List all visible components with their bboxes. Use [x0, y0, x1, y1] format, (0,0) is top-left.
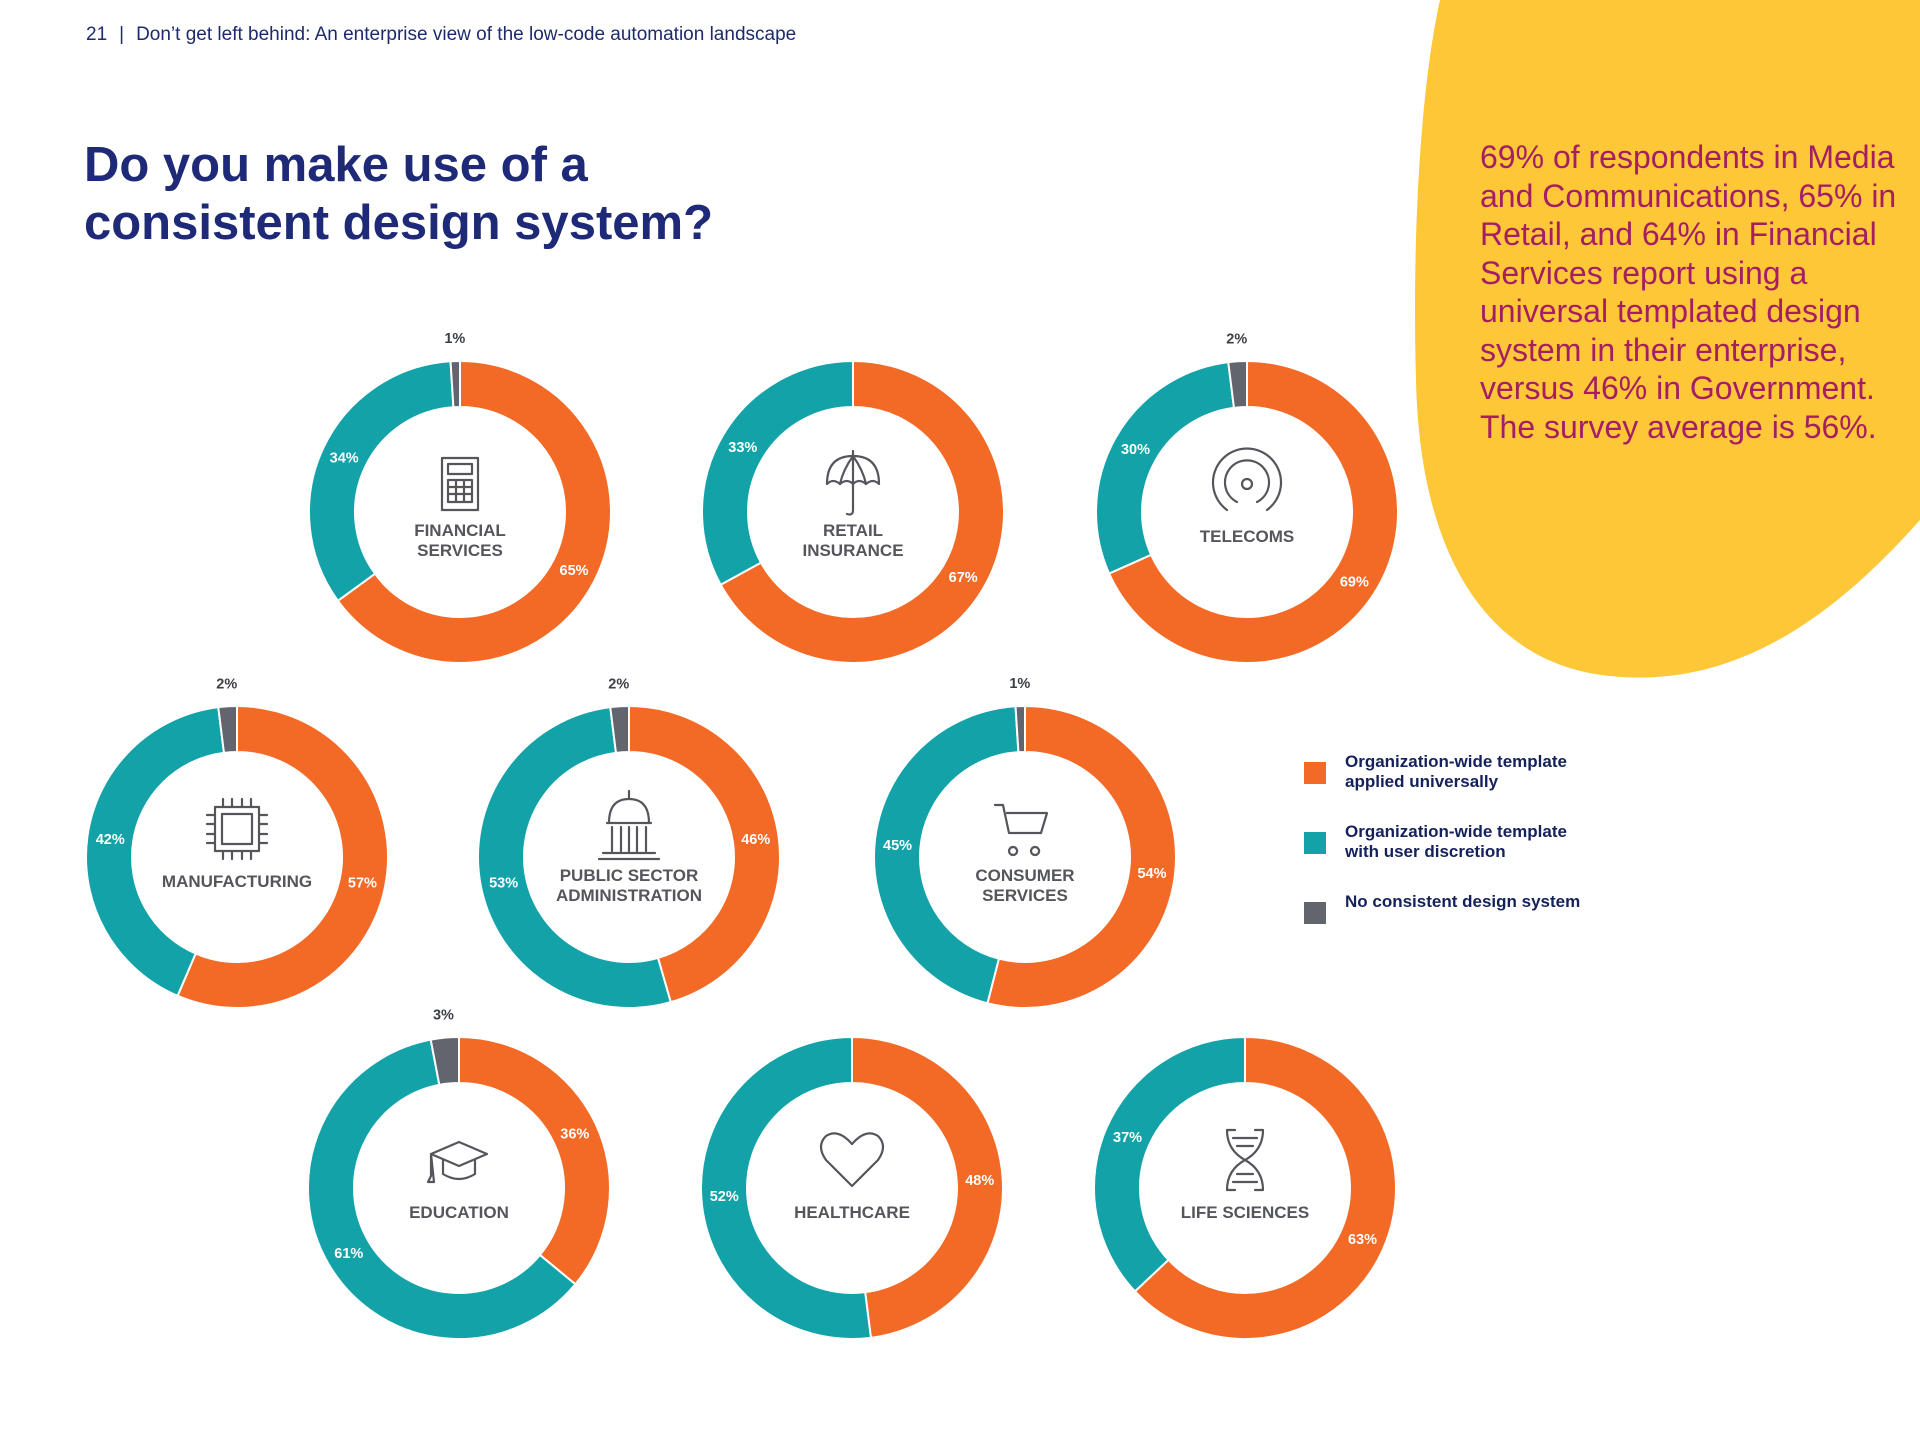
- segment-universal: [176, 704, 389, 1009]
- segment-universal: [986, 704, 1177, 1009]
- legend-label: Organization-wide template with user dis…: [1345, 822, 1567, 861]
- segment-discretion: [477, 706, 672, 1009]
- data-label: 57%: [348, 876, 377, 892]
- shopping-cart-icon: [993, 803, 1049, 857]
- legend-swatch-gray: [1304, 902, 1326, 924]
- donut-chip: 57% 42% 2% MANUFACTURING: [85, 676, 389, 1009]
- data-label: 3%: [433, 1008, 454, 1024]
- data-label: 36%: [560, 1127, 589, 1143]
- legend: Organization-wide template applied unive…: [1304, 752, 1605, 954]
- segment-universal: [851, 1035, 1004, 1339]
- data-label: 34%: [330, 451, 359, 467]
- data-label: 2%: [1226, 331, 1247, 347]
- category-label: LIFE SCIENCES: [1181, 1203, 1309, 1222]
- data-label: 1%: [1009, 676, 1030, 692]
- segment-discretion: [701, 359, 854, 587]
- donut-graduation-cap: 36% 61% 3% EDUCATION: [307, 1008, 611, 1340]
- segment-universal: [719, 359, 1005, 664]
- page-number: 21: [86, 24, 108, 45]
- data-label: 45%: [883, 838, 912, 854]
- header-separator: |: [119, 24, 125, 45]
- callout-text: 69% of respondents in Media and Communic…: [1480, 139, 1897, 445]
- category-label: FINANCIAL: [414, 521, 506, 540]
- category-label: SERVICES: [982, 886, 1068, 905]
- segment-none: [449, 359, 461, 409]
- graduation-cap-icon: [426, 1140, 489, 1184]
- segment-none: [609, 704, 630, 754]
- data-label: 1%: [444, 331, 465, 347]
- category-label: INSURANCE: [802, 541, 903, 560]
- government-building-icon: [597, 789, 661, 861]
- data-label: 2%: [216, 676, 237, 692]
- segment-universal: [458, 1035, 611, 1286]
- chip-icon: [205, 797, 269, 861]
- segment-universal: [1133, 1035, 1397, 1340]
- donut-dna: 63% 37% LIFE SCIENCES: [1093, 1035, 1397, 1340]
- legend-item-universal: Organization-wide template applied unive…: [1304, 752, 1605, 792]
- data-label: 54%: [1137, 866, 1166, 882]
- category-label: CONSUMER: [975, 866, 1074, 885]
- category-label: MANUFACTURING: [162, 872, 312, 891]
- data-label: 30%: [1121, 442, 1150, 458]
- signal-icon: [1211, 447, 1283, 512]
- segment-universal: [336, 359, 612, 664]
- legend-item-none: No consistent design system: [1304, 892, 1605, 924]
- legend-label: No consistent design system: [1345, 892, 1581, 911]
- category-label: SERVICES: [417, 541, 503, 560]
- data-label: 65%: [560, 563, 589, 579]
- category-label: PUBLIC SECTOR: [560, 866, 699, 885]
- data-label: 46%: [741, 832, 770, 848]
- segment-none: [1014, 704, 1026, 754]
- document-title: Don’t get left behind: An enterprise vie…: [136, 24, 797, 45]
- donut-heart: 48% 52% HEALTHCARE: [700, 1035, 1004, 1340]
- data-label: 33%: [728, 440, 757, 456]
- category-label: RETAIL: [823, 521, 883, 540]
- category-label: ADMINISTRATION: [556, 886, 702, 905]
- category-label: TELECOMS: [1200, 527, 1294, 546]
- data-label: 67%: [949, 570, 978, 586]
- heart-icon: [819, 1132, 885, 1188]
- calculator-icon: [440, 456, 480, 512]
- legend-swatch-orange: [1304, 762, 1326, 784]
- segment-none: [217, 704, 238, 754]
- category-label: EDUCATION: [409, 1203, 509, 1222]
- category-label: HEALTHCARE: [794, 1203, 910, 1222]
- segment-universal: [1107, 359, 1399, 664]
- segment-none: [429, 1035, 460, 1087]
- segment-discretion: [85, 706, 226, 998]
- segment-discretion: [1093, 1035, 1246, 1293]
- data-label: 69%: [1340, 575, 1369, 591]
- segment-discretion: [307, 1038, 577, 1340]
- data-label: 61%: [334, 1246, 363, 1262]
- segment-none: [1227, 359, 1248, 409]
- donut-signal: 69% 30% 2% TELECOMS: [1095, 331, 1399, 664]
- dna-icon: [1225, 1128, 1265, 1192]
- data-label: 63%: [1348, 1232, 1377, 1248]
- legend-swatch-teal: [1304, 832, 1326, 854]
- data-label: 48%: [965, 1173, 994, 1189]
- data-label: 2%: [608, 676, 629, 692]
- segment-discretion: [1095, 361, 1236, 575]
- segment-universal: [628, 704, 781, 1004]
- data-label: 53%: [489, 876, 518, 892]
- segment-discretion: [873, 705, 1020, 1005]
- segment-discretion: [308, 360, 455, 603]
- data-label: 37%: [1113, 1130, 1142, 1146]
- legend-item-discretion: Organization-wide template with user dis…: [1304, 822, 1605, 862]
- legend-label: Organization-wide template applied unive…: [1345, 752, 1567, 791]
- data-label: 52%: [710, 1189, 739, 1205]
- umbrella-icon: [825, 449, 881, 516]
- page-header: 21 | Don’t get left behind: An enterprise …: [86, 24, 796, 46]
- data-label: 42%: [96, 832, 125, 848]
- page-title: Do you make use of a consistent design s…: [84, 138, 714, 250]
- segment-discretion: [700, 1035, 873, 1340]
